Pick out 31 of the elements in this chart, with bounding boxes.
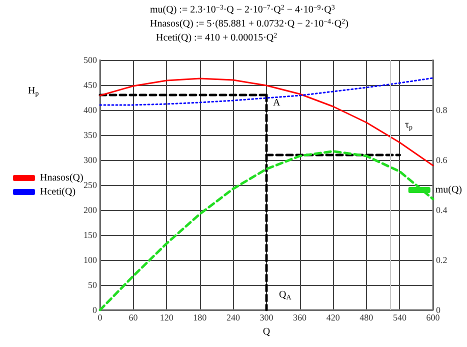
x-tick-label: 120 [160, 312, 174, 322]
y2-tick-label: 0.6 [436, 155, 448, 165]
x-tick-label: 60 [128, 312, 138, 322]
y-tick-label: 300 [84, 155, 98, 165]
annotation: A [273, 98, 281, 108]
legend-label: mu(Q) [435, 184, 462, 196]
x-tick-label: 420 [326, 312, 340, 322]
y-tick-label: 350 [84, 130, 98, 140]
x-tick-label: 540 [392, 312, 407, 322]
y-tick-label: 500 [84, 55, 98, 65]
legend-label: Hnasos(Q) [40, 172, 84, 184]
y2-tick-label: 0.2 [436, 255, 448, 265]
y-tick-label: 50 [88, 280, 98, 290]
legend-label: Hceti(Q) [40, 186, 76, 198]
y-tick-label: 100 [84, 255, 98, 265]
x-tick-label: 480 [360, 312, 374, 322]
x-tick-label: 300 [260, 312, 274, 322]
y-tick-label: 400 [84, 105, 98, 115]
x-axis-title: Q [262, 326, 271, 338]
y-tick-label: 0 [92, 305, 98, 315]
y2-tick-label: 0.8 [436, 105, 448, 115]
y-tick-label: 150 [84, 230, 98, 240]
y2-tick-label: 0 [436, 305, 441, 315]
y-tick-label: 450 [84, 80, 98, 90]
x-tick-label: 600 [426, 312, 440, 322]
x-tick-label: 360 [293, 312, 308, 322]
x-tick-label: 180 [193, 312, 208, 322]
y2-tick-label: 0.4 [436, 205, 448, 215]
y-tick-label: 200 [84, 205, 98, 215]
x-tick-label: 240 [226, 312, 240, 322]
y-tick-label: 250 [84, 180, 98, 190]
